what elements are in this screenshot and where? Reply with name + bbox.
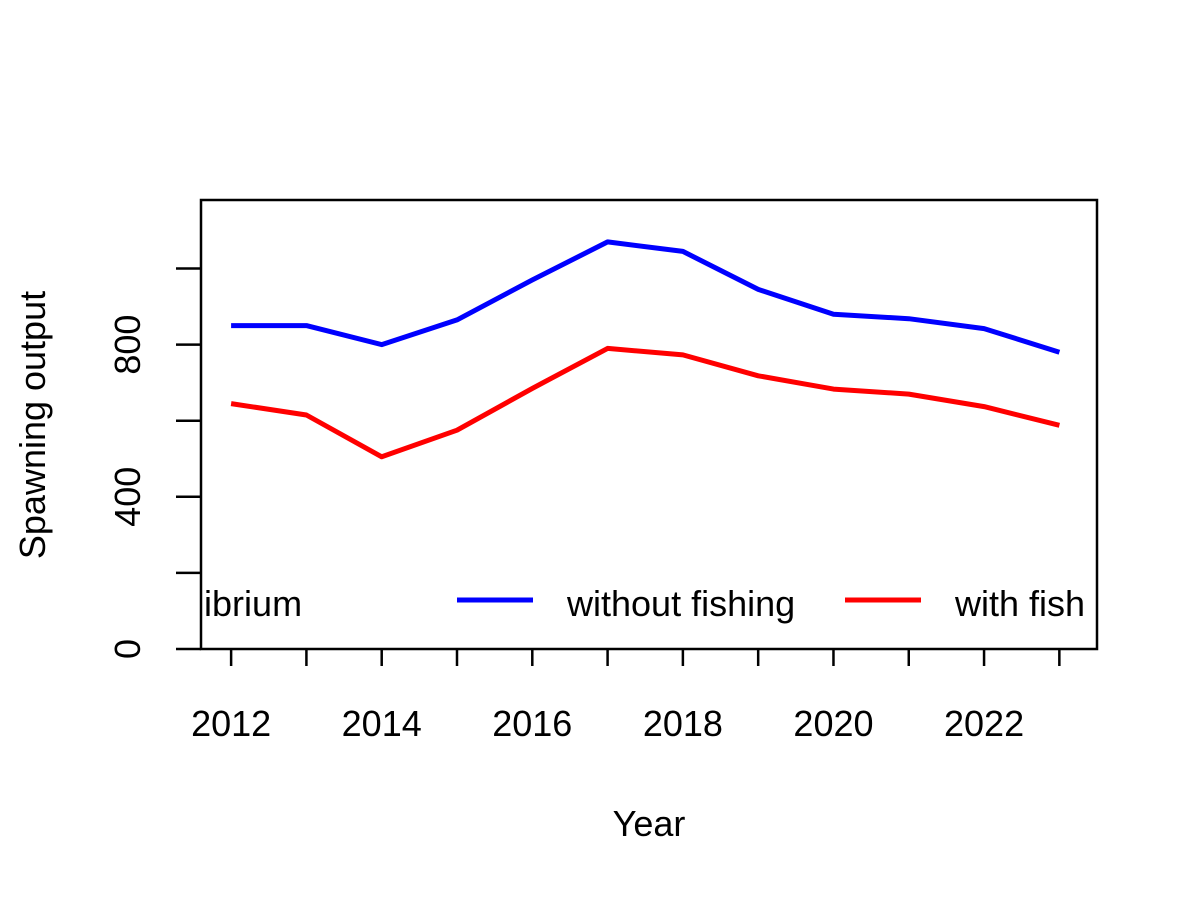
y-tick-label: 800 — [107, 315, 148, 375]
y-axis-title: Spawning output — [12, 291, 53, 559]
y-tick-label: 400 — [107, 467, 148, 527]
x-tick-label: 2022 — [944, 703, 1024, 744]
series-line-1 — [230, 345, 1061, 460]
legend-label-0: quilibrium — [148, 583, 302, 624]
x-tick-label: 2012 — [191, 703, 271, 744]
legend-label-2: with fish — [954, 583, 1085, 624]
x-tick-label: 2020 — [793, 703, 873, 744]
x-tick-label: 2016 — [492, 703, 572, 744]
x-axis-title: Year — [613, 803, 686, 844]
x-tick-label: 2014 — [342, 703, 422, 744]
legend: quilibrium without fishing with fish — [148, 583, 1085, 624]
ticks-layer: 2012 2014 2016 2018 2020 2022 0 400 800 — [107, 267, 1061, 744]
legend-items: quilibrium without fishing with fish — [148, 583, 1085, 624]
legend-label-1: without fishing — [566, 583, 795, 624]
x-tick-label: 2018 — [643, 703, 723, 744]
y-tick-label: 0 — [107, 639, 148, 659]
plot-frame — [199, 198, 1099, 651]
series-layer — [230, 239, 1061, 460]
series-line-0 — [231, 239, 1061, 355]
